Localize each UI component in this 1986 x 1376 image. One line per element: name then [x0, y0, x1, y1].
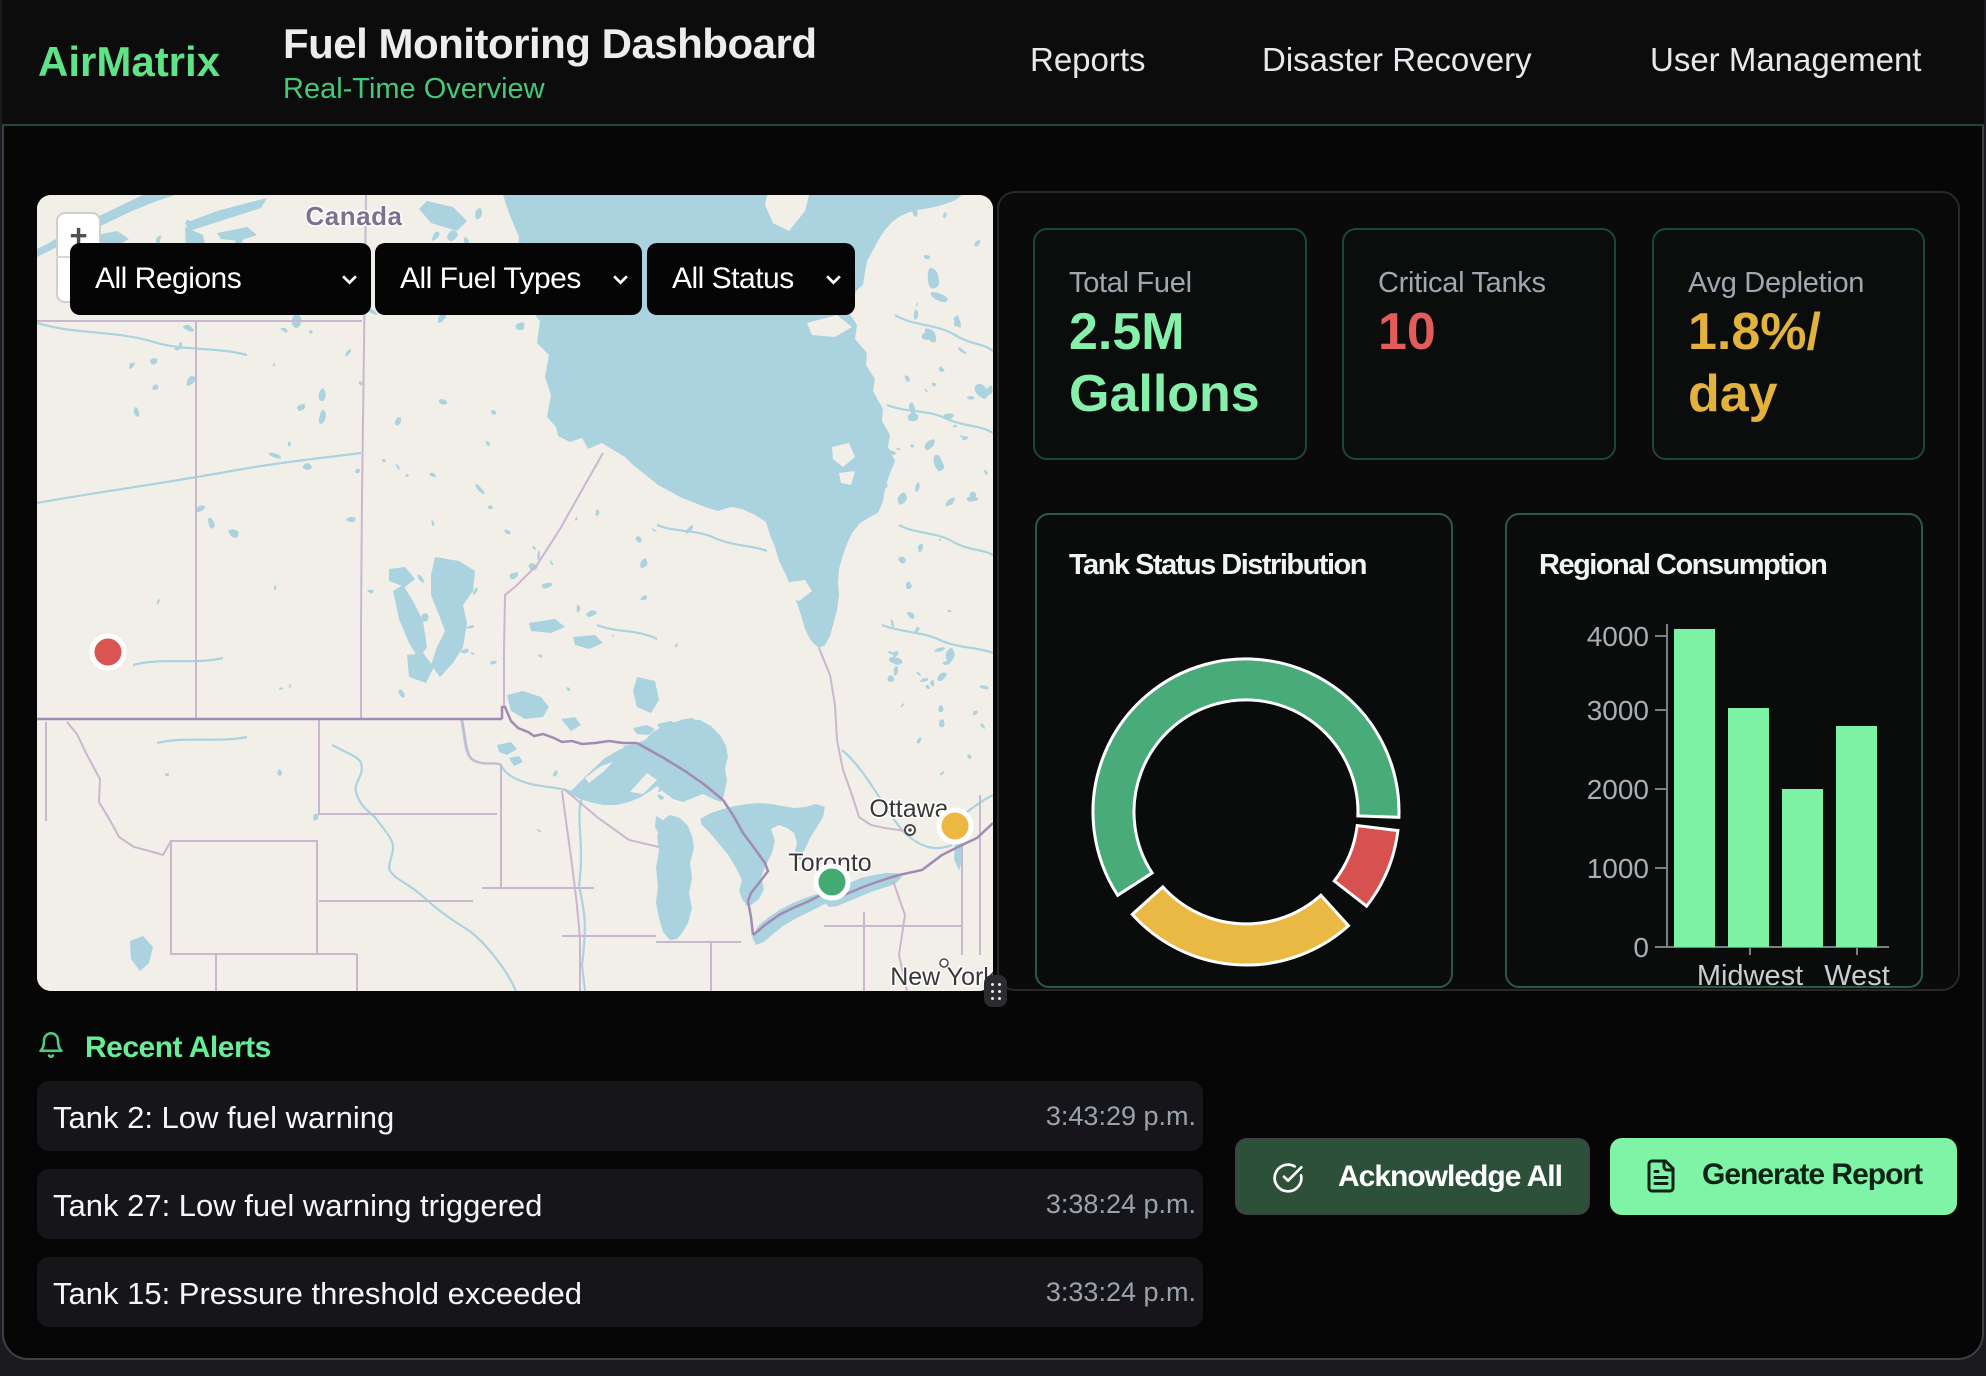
- svg-text:1000: 1000: [1587, 853, 1649, 884]
- svg-text:Canada: Canada: [306, 201, 403, 231]
- svg-text:3000: 3000: [1587, 695, 1649, 726]
- svg-text:4000: 4000: [1587, 621, 1649, 652]
- svg-text:Ottawa: Ottawa: [869, 795, 948, 823]
- svg-text:Toronto: Toronto: [788, 849, 871, 877]
- svg-text:2000: 2000: [1587, 774, 1649, 805]
- svg-text:West: West: [1824, 960, 1890, 986]
- svg-text:Midwest: Midwest: [1697, 960, 1803, 986]
- svg-text:0: 0: [1633, 932, 1649, 963]
- svg-text:New York: New York: [890, 963, 993, 991]
